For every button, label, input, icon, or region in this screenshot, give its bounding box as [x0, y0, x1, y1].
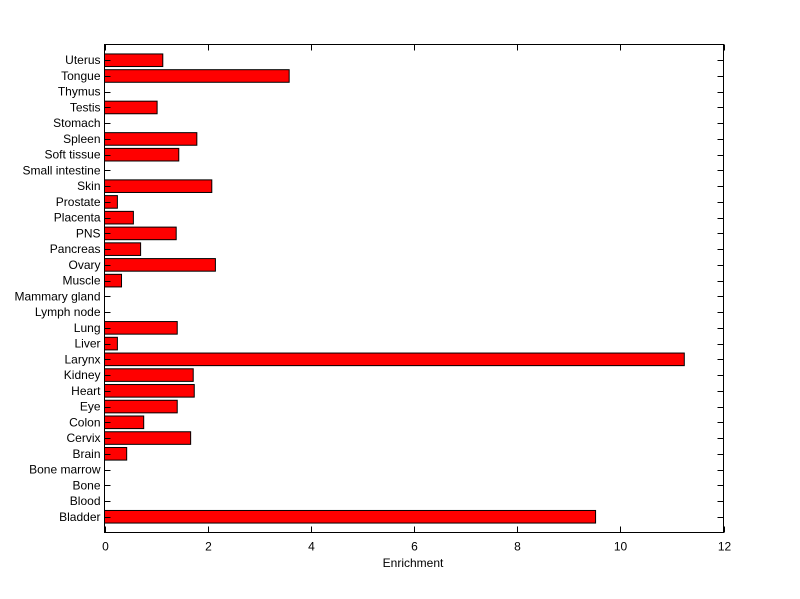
- x-axis-label: Enrichment: [383, 556, 444, 570]
- y-tick-label: Pancreas: [50, 242, 101, 256]
- y-tick-label: Mammary gland: [14, 289, 100, 303]
- x-tick-label: 0: [102, 540, 109, 554]
- bar-muscle: [104, 273, 123, 288]
- y-tick-label: Brain: [72, 447, 100, 461]
- bar-liver: [104, 336, 118, 351]
- y-tick-label: Lymph node: [35, 305, 101, 319]
- y-tick-label: PNS: [76, 226, 101, 240]
- y-tick-label: Heart: [71, 384, 101, 398]
- bar-kidney: [104, 368, 194, 382]
- y-tick-label: Small intestine: [22, 163, 100, 177]
- bar-heart: [104, 384, 195, 398]
- bar-soft-tissue: [104, 147, 180, 162]
- y-tick-label: Blood: [70, 494, 101, 508]
- y-tick-label: Uterus: [65, 53, 100, 67]
- y-tick-label: Bladder: [59, 510, 100, 524]
- y-tick-label: Lung: [74, 321, 101, 335]
- x-tick-label: 6: [411, 540, 418, 554]
- bar-lung: [104, 321, 178, 335]
- x-tick-label: 12: [718, 540, 732, 554]
- ticks: [104, 44, 725, 533]
- y-tick-label: Prostate: [56, 195, 101, 209]
- y-tick-label: Spleen: [63, 132, 100, 146]
- bar-bladder: [104, 509, 597, 524]
- bar-eye: [104, 399, 178, 414]
- y-tick-label: Larynx: [64, 352, 100, 366]
- bar-ovary: [104, 258, 216, 272]
- bar-testis: [104, 100, 158, 115]
- x-tick-label: 10: [614, 540, 628, 554]
- bar-tongue: [104, 69, 290, 83]
- bar-cervix: [104, 431, 192, 445]
- y-tick-label: Kidney: [64, 368, 101, 382]
- y-tick-label: Soft tissue: [44, 148, 100, 162]
- x-tick-label: 2: [205, 540, 212, 554]
- bar-larynx: [104, 352, 685, 367]
- y-tick-label: Tongue: [61, 69, 101, 83]
- bar-prostate: [104, 195, 118, 209]
- x-tick-label: 4: [308, 540, 315, 554]
- bar-spleen: [104, 132, 198, 146]
- y-tick-label: Cervix: [66, 431, 100, 445]
- y-tick-label: Bone: [72, 478, 100, 492]
- bars: [104, 53, 685, 524]
- bar-pns: [104, 226, 177, 241]
- bar-brain: [104, 446, 128, 461]
- y-tick-label: Ovary: [68, 258, 100, 272]
- y-tick-label: Colon: [69, 415, 100, 429]
- bar-skin: [104, 179, 213, 193]
- y-tick-label: Liver: [74, 337, 100, 351]
- y-tick-label: Thymus: [58, 85, 101, 99]
- y-tick-label: Testis: [70, 100, 101, 114]
- plot-area-border: [104, 44, 724, 533]
- y-tick-label: Placenta: [54, 211, 101, 225]
- y-tick-label: Muscle: [62, 274, 100, 288]
- y-tick-label: Bone marrow: [29, 463, 101, 477]
- y-tick-label: Stomach: [53, 116, 100, 130]
- y-tick-label: Eye: [80, 400, 101, 414]
- bar-uterus: [104, 53, 164, 68]
- bar-placenta: [104, 210, 134, 225]
- x-tick-label: 8: [514, 540, 521, 554]
- y-tick-label: Skin: [77, 179, 100, 193]
